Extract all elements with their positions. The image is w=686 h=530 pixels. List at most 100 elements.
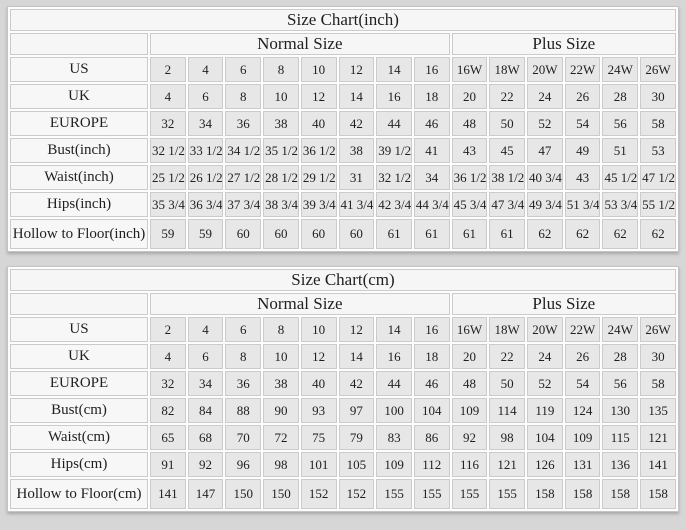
size-cell: 47 3/4	[489, 192, 526, 217]
size-cell: 42	[338, 111, 375, 136]
row-label: Hollow to Floor(cm)	[10, 479, 148, 509]
row-label: Hollow to Floor(inch)	[10, 219, 148, 249]
size-cell: 16	[413, 317, 450, 342]
size-cell: 83	[376, 425, 412, 450]
size-chart-cm-table: Size Chart(cm) Normal Size Plus Size US 2…	[7, 266, 679, 512]
size-cell: 40 3/4	[527, 165, 563, 190]
size-cell: 32	[150, 111, 186, 136]
size-cell: 18W	[489, 57, 526, 82]
size-cell: 39 3/4	[300, 192, 337, 217]
size-cell: 4	[150, 84, 186, 109]
size-cell: 18	[413, 84, 450, 109]
size-cell: 43	[451, 138, 488, 163]
size-cell: 42	[338, 371, 375, 396]
size-cell: 141	[640, 452, 676, 477]
size-cell: 45	[489, 138, 526, 163]
size-cell: 155	[376, 479, 412, 509]
size-cell: 14	[376, 57, 412, 82]
size-cell: 62	[527, 219, 563, 249]
size-cell: 30	[640, 84, 676, 109]
size-cell: 6	[225, 57, 262, 82]
size-cell: 47	[527, 138, 563, 163]
size-cell: 49 3/4	[527, 192, 563, 217]
size-cell: 20W	[527, 57, 563, 82]
size-cell: 28	[602, 344, 639, 369]
size-cell: 16	[376, 84, 412, 109]
size-cell: 16	[376, 344, 412, 369]
size-cell: 34 1/2	[225, 138, 262, 163]
size-cell: 60	[263, 219, 299, 249]
size-cell: 26	[564, 84, 601, 109]
size-cell: 158	[640, 479, 676, 509]
size-cell: 68	[187, 425, 224, 450]
size-cell: 27 1/2	[225, 165, 262, 190]
size-cell: 4	[187, 57, 224, 82]
size-cell: 109	[376, 452, 412, 477]
size-cell: 12	[300, 344, 337, 369]
size-table-body: US 2 4 6 8 10 12 14 16 16W 18W 20W 22W 24W 26W UK 4 6 8 10 1…	[10, 317, 676, 509]
group-header-row: Normal Size Plus Size	[10, 33, 676, 55]
table-title-row: Size Chart(cm)	[10, 269, 676, 291]
size-cell: 37 3/4	[225, 192, 262, 217]
size-cell: 131	[564, 452, 601, 477]
size-cell: 18	[413, 344, 450, 369]
size-cell: 34	[187, 111, 224, 136]
size-cell: 26	[564, 344, 601, 369]
table-row: Bust(inch) 32 1/2 33 1/2 34 1/2 35 1/2 36 1/2…	[10, 138, 676, 163]
size-cell: 136	[602, 452, 639, 477]
size-cell: 112	[413, 452, 450, 477]
size-cell: 38	[263, 371, 299, 396]
row-label: Bust(cm)	[10, 398, 148, 423]
size-cell: 36 1/2	[300, 138, 337, 163]
size-cell: 6	[225, 317, 262, 342]
size-cell: 60	[338, 219, 375, 249]
size-cell: 34	[187, 371, 224, 396]
size-cell: 150	[263, 479, 299, 509]
size-cell: 50	[489, 371, 526, 396]
size-cell: 61	[376, 219, 412, 249]
size-cell: 41	[413, 138, 450, 163]
group-header-row: Normal Size Plus Size	[10, 293, 676, 315]
size-cell: 46	[413, 111, 450, 136]
size-cell: 33 1/2	[187, 138, 224, 163]
size-cell: 2	[150, 57, 186, 82]
size-cell: 100	[376, 398, 412, 423]
size-cell: 61	[413, 219, 450, 249]
size-cell: 65	[150, 425, 186, 450]
group-header-spacer	[10, 33, 148, 55]
size-cell: 141	[150, 479, 186, 509]
size-cell: 104	[413, 398, 450, 423]
table-row: Hips(cm) 91 92 96 98 101 105 109 112 116 121 126 131…	[10, 452, 676, 477]
size-cell: 75	[300, 425, 337, 450]
size-cell: 52	[527, 111, 563, 136]
size-cell: 119	[527, 398, 563, 423]
size-cell: 44	[376, 371, 412, 396]
table-row: Hollow to Floor(cm) 141 147 150 150 152 152 155…	[10, 479, 676, 509]
row-label: UK	[10, 344, 148, 369]
table-row: EUROPE 32 34 36 38 40 42 44 46 48 50 52 54 56 58	[10, 111, 676, 136]
row-label: Waist(inch)	[10, 165, 148, 190]
row-label: Waist(cm)	[10, 425, 148, 450]
table-row: UK 4 6 8 10 12 14 16 18 20 22 24 26 28 30	[10, 84, 676, 109]
size-cell: 109	[564, 425, 601, 450]
size-cell: 52	[527, 371, 563, 396]
size-cell: 56	[602, 371, 639, 396]
size-cell: 54	[564, 111, 601, 136]
size-cell: 58	[640, 111, 676, 136]
size-cell: 59	[187, 219, 224, 249]
group-header-normal-size: Normal Size	[150, 293, 450, 315]
size-cell: 84	[187, 398, 224, 423]
size-cell: 20	[451, 84, 488, 109]
size-cell: 6	[187, 84, 224, 109]
size-cell: 12	[300, 84, 337, 109]
size-cell: 50	[489, 111, 526, 136]
size-cell: 26W	[640, 317, 676, 342]
size-cell: 16W	[451, 57, 488, 82]
size-cell: 55 1/2	[640, 192, 676, 217]
table-title: Size Chart(cm)	[10, 269, 676, 291]
size-cell: 38 1/2	[489, 165, 526, 190]
size-cell: 158	[602, 479, 639, 509]
size-cell: 92	[451, 425, 488, 450]
size-cell: 10	[300, 317, 337, 342]
